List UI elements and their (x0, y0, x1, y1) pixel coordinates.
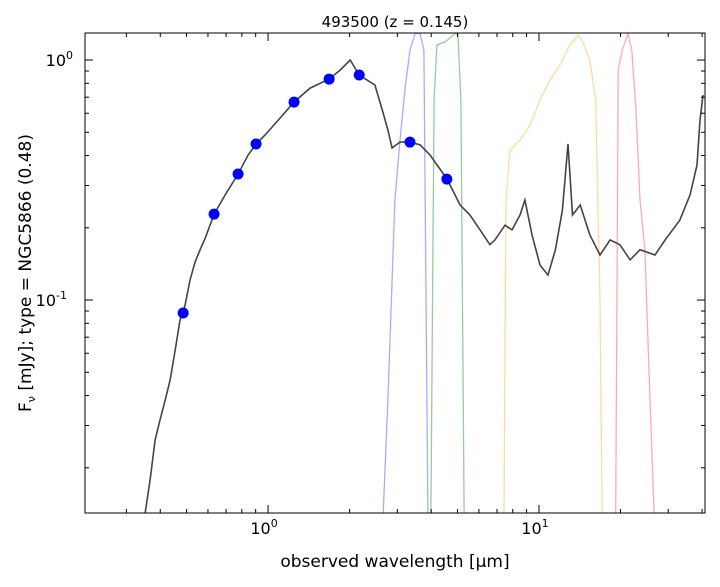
photometry-point (232, 168, 244, 180)
tick-exp: 0 (271, 517, 278, 530)
filter-curves (382, 31, 655, 513)
photometry-point (177, 307, 189, 319)
y-tick-label: 10-1 (36, 289, 67, 310)
filter-curve-3 (503, 34, 603, 513)
x-tick-label: 101 (521, 517, 548, 538)
tick-base: 10 (36, 291, 56, 310)
tick-base: 10 (521, 519, 541, 538)
filter-curve-4 (615, 31, 655, 513)
tick-exp: -1 (56, 289, 67, 302)
tick-base: 10 (250, 519, 270, 538)
y-label-prefix: F (16, 402, 36, 412)
model-spectrum (144, 58, 704, 513)
photometry-points (177, 69, 453, 319)
y-tick-label: 100 (46, 49, 73, 70)
plot-frame (84, 32, 706, 514)
y-axis-label: Fν [mJy]; type = NGC5866 (0.48) (16, 134, 38, 412)
photometry-point (208, 208, 220, 220)
photometry-point (353, 69, 365, 81)
tick-exp: 1 (542, 517, 549, 530)
photometry-point (441, 173, 453, 185)
photometry-point (250, 138, 262, 150)
photometry-point (404, 136, 416, 148)
x-tick-label: 100 (250, 517, 277, 538)
photometry-point (288, 96, 300, 108)
y-label-sub: ν (25, 396, 38, 402)
x-axis-label: observed wavelength [μm] (280, 552, 509, 572)
y-label-rest: [mJy]; type = NGC5866 (0.48) (16, 134, 36, 396)
model-line (144, 58, 704, 513)
tick-exp: 0 (66, 49, 73, 62)
photometry-point (323, 73, 335, 85)
filter-curve-2 (430, 32, 465, 513)
chart-title: 493500 (z = 0.145) (322, 13, 469, 31)
filter-curve-1 (382, 32, 429, 513)
tick-base: 10 (46, 51, 66, 70)
